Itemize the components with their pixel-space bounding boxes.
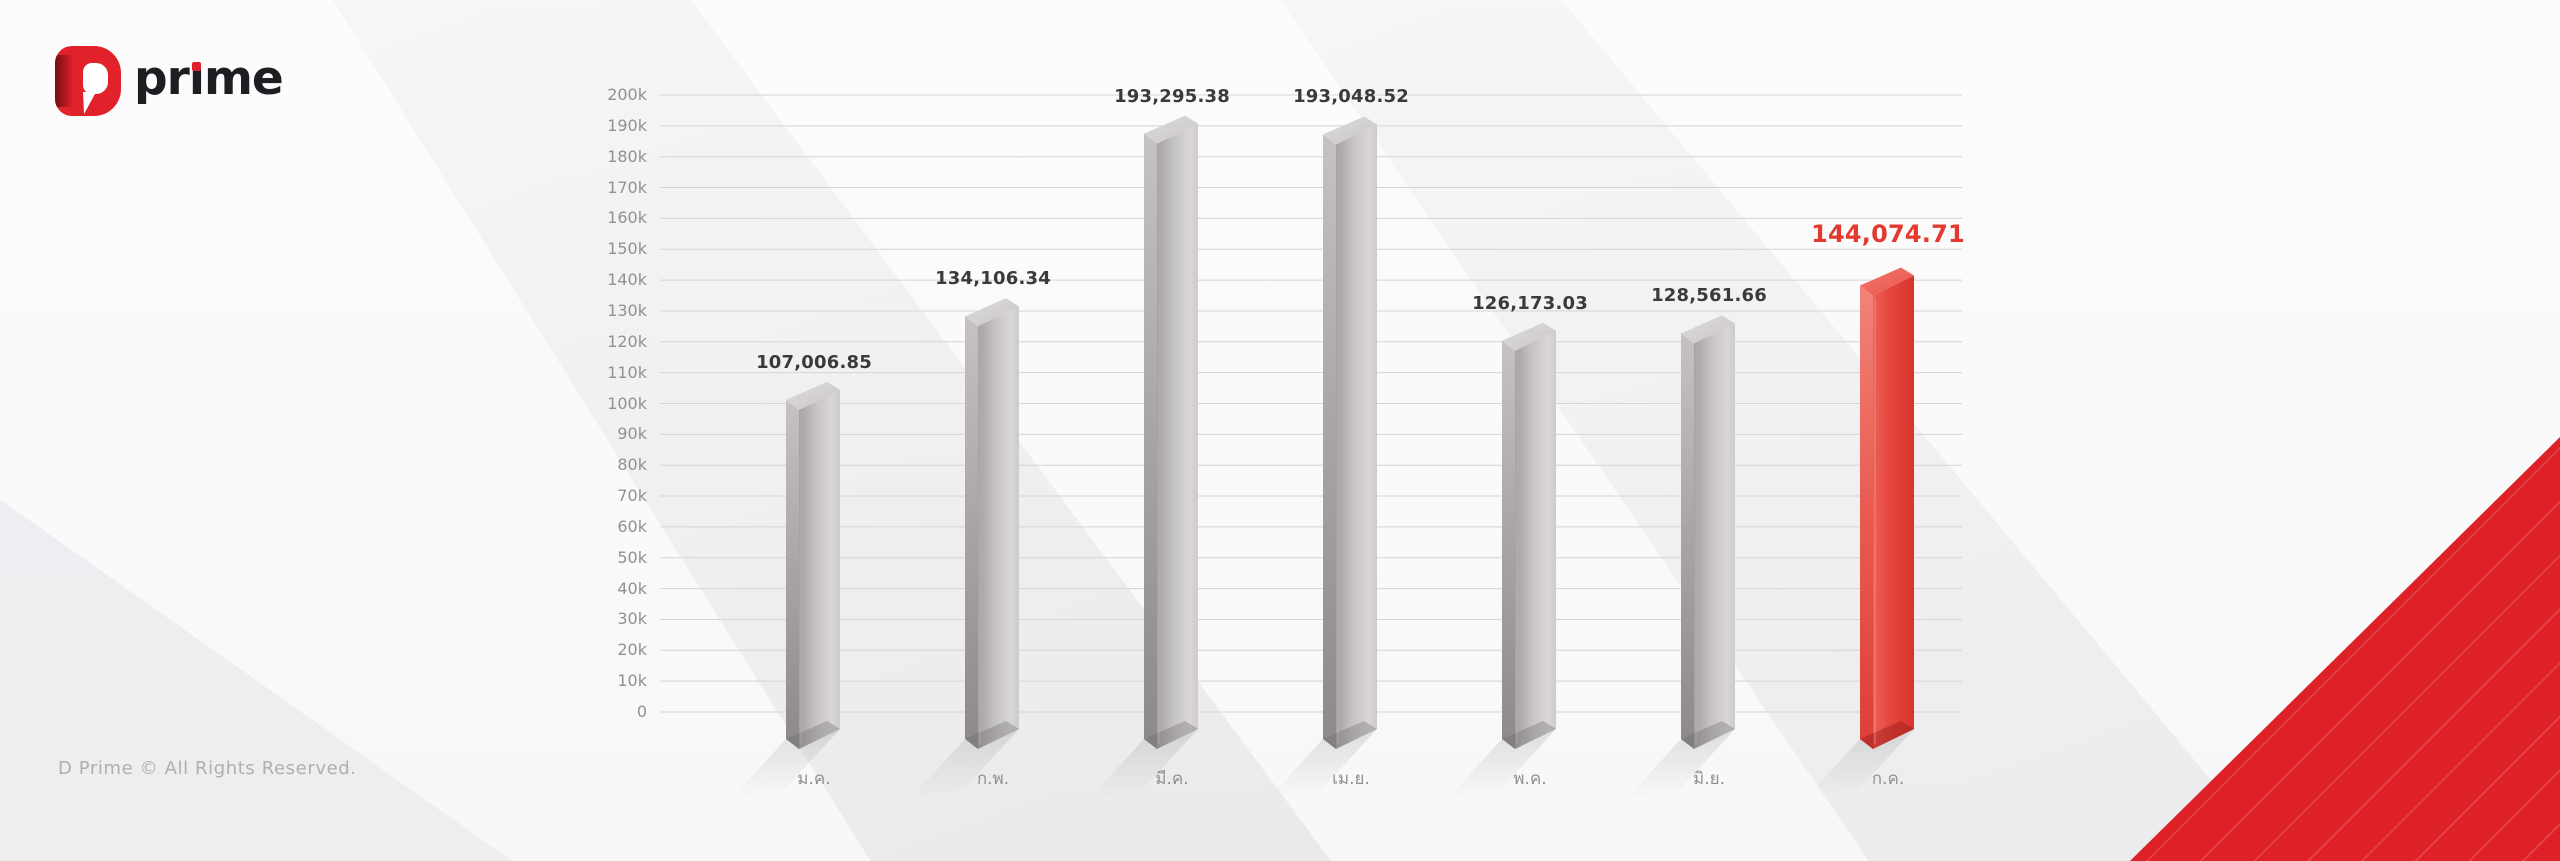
y-axis-tick-label: 10k <box>617 671 647 691</box>
chart-bar-5 <box>1447 322 1556 799</box>
bar-value-label: 144,074.71 <box>1811 219 1965 248</box>
y-axis-tick-label: 130k <box>607 300 647 320</box>
bar-bottom-face <box>1144 721 1198 749</box>
wordmark-pre: pr <box>134 51 190 106</box>
y-axis-tick-label: 0 <box>636 702 647 721</box>
bar-left-face <box>1144 133 1157 750</box>
bar-value-label: 126,173.03 <box>1472 292 1588 314</box>
bar-top-face <box>786 381 840 410</box>
chart-bar-6 <box>1626 315 1735 799</box>
bar-floor-shadow <box>1268 729 1377 799</box>
y-axis-tick-label: 180k <box>607 146 647 166</box>
chart-bar-7 <box>1805 267 1914 799</box>
bar-top-face <box>965 298 1019 327</box>
y-axis-tick-label: 20k <box>617 640 647 660</box>
chart-bar-3 <box>1089 115 1198 799</box>
bar-bottom-face <box>1860 721 1914 749</box>
bar-bottom-face <box>1502 721 1556 749</box>
y-axis-tick-label: 120k <box>607 331 647 351</box>
bar-floor-shadow <box>1089 729 1198 799</box>
y-axis-tick-label: 110k <box>607 362 647 382</box>
bar-front-face <box>799 389 840 749</box>
bar-bottom-face <box>1323 721 1377 749</box>
bar-floor-shadow <box>1626 729 1735 799</box>
bar-front-face <box>978 306 1019 749</box>
bar-value-label: 128,561.66 <box>1651 285 1767 307</box>
y-axis-tick-label: 40k <box>617 578 647 598</box>
y-axis-tick-label: 190k <box>607 115 647 135</box>
x-axis-tick-label: มี.ค. <box>1155 769 1189 789</box>
x-axis-tick-label: เม.ย. <box>1332 769 1370 789</box>
bar-left-face <box>965 316 978 749</box>
bar-front-face <box>1157 123 1198 749</box>
y-axis-tick-label: 170k <box>607 177 647 197</box>
y-axis-tick-label: 70k <box>617 486 647 506</box>
y-axis-tick-label: 50k <box>617 547 647 567</box>
chart-bar-2 <box>910 298 1019 799</box>
wordmark-post: me <box>203 51 284 106</box>
chart-bar-1 <box>731 381 840 799</box>
logo-i-dot-icon <box>192 62 202 71</box>
bar-left-face <box>1860 285 1873 749</box>
bar-floor-shadow <box>731 729 840 799</box>
dprime-logo-mark-icon <box>55 46 121 116</box>
bar-floor-shadow <box>910 729 1019 799</box>
bar-top-face <box>1502 322 1556 351</box>
bar-bottom-face <box>786 721 840 749</box>
x-axis-tick-label: ม.ค. <box>797 769 831 789</box>
y-axis-tick-label: 150k <box>607 239 647 259</box>
logo-fold-shade <box>55 55 77 107</box>
y-axis-tick-label: 90k <box>617 424 647 444</box>
logo-wordmark: prı me <box>134 50 284 108</box>
y-axis-tick-label: 80k <box>617 455 647 475</box>
bar-value-label: 193,048.52 <box>1293 86 1409 108</box>
x-axis-tick-label: ก.พ. <box>976 769 1010 789</box>
bar-top-face <box>1681 315 1735 344</box>
x-axis-tick-label: พ.ค. <box>1513 769 1547 789</box>
logo-d-tail <box>83 92 96 114</box>
bar-front-face <box>1515 330 1556 749</box>
bar-floor-shadow <box>1447 729 1556 799</box>
y-axis-tick-label: 140k <box>607 270 647 290</box>
bar-floor-shadow <box>1805 729 1914 799</box>
bar-left-face <box>1502 340 1515 749</box>
bar-left-face <box>1681 333 1694 749</box>
wordmark-i: ı <box>188 51 205 106</box>
bar-front-face <box>1336 124 1377 749</box>
y-axis-tick-label: 60k <box>617 516 647 536</box>
bar-bottom-face <box>965 721 1019 749</box>
bar-top-face <box>1144 115 1198 144</box>
bar-front-face <box>1873 275 1914 749</box>
y-axis-tick-label: 30k <box>617 609 647 629</box>
bar-left-face <box>786 399 799 749</box>
y-axis-tick-label: 100k <box>607 393 647 413</box>
bar-value-label: 107,006.85 <box>756 351 872 373</box>
bar-bottom-face <box>1681 721 1735 749</box>
dprime-logo: prı me <box>55 46 284 116</box>
bar-value-label: 134,106.34 <box>935 268 1051 290</box>
x-axis-tick-label: ก.ค. <box>1871 769 1905 789</box>
y-axis-tick-label: 160k <box>607 208 647 228</box>
logo-d-counter <box>83 63 108 94</box>
bar-top-face <box>1860 267 1914 296</box>
bar-left-face <box>1323 134 1336 749</box>
bar-top-face <box>1323 116 1377 145</box>
bar-value-label: 193,295.38 <box>1114 85 1230 107</box>
y-axis-tick-label: 200k <box>607 85 647 104</box>
copyright-text: D Prime © All Rights Reserved. <box>58 758 357 779</box>
bar-front-face <box>1694 323 1735 749</box>
x-axis-tick-label: มิ.ย. <box>1693 769 1725 789</box>
chart-bar-4 <box>1268 116 1377 799</box>
